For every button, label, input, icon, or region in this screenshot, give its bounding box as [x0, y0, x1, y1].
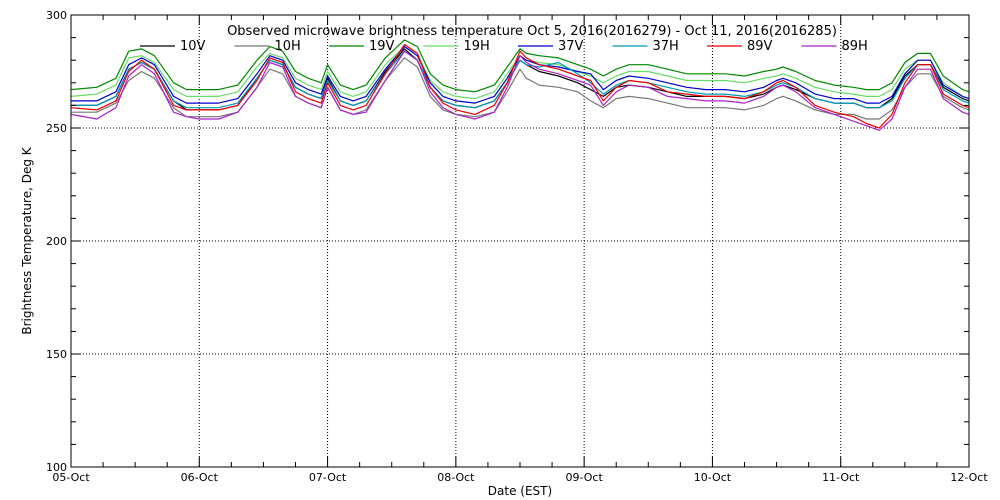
series-line-37v: [71, 45, 970, 104]
legend-label-37v: 37V: [558, 39, 584, 54]
series-line-19v: [70, 39, 970, 93]
series-line-10v: [71, 48, 970, 111]
series-lines: [70, 39, 970, 131]
plot-frame: [70, 14, 970, 468]
legend-label-10v: 10V: [180, 39, 206, 54]
series-line-19h: [70, 45, 970, 100]
x-tick-label: 12-Oct: [950, 471, 988, 484]
x-tick-label: 10-Oct: [694, 471, 732, 484]
chart-title: Observed microwave brightness temperatur…: [227, 24, 837, 39]
y-tick-label: 200: [46, 235, 67, 248]
legend-label-19v: 19V: [369, 39, 395, 54]
legend-label-10h: 10H: [275, 39, 301, 54]
x-tick-label: 07-Oct: [309, 471, 347, 484]
x-tick-label: 06-Oct: [181, 471, 219, 484]
x-tick-label: 05-Oct: [52, 471, 90, 484]
y-tick-label: 250: [46, 122, 67, 135]
legend-label-89v: 89V: [747, 39, 773, 54]
legend-label-37h: 37H: [653, 39, 679, 54]
series-line-89h: [70, 50, 970, 131]
series-line-37h: [71, 50, 970, 109]
x-tick-label: 08-Oct: [437, 471, 475, 484]
y-tick-label: 300: [46, 9, 67, 22]
legend: 10V 10H 19V 19H 37V 37H 89V 89H: [140, 39, 868, 54]
y-tick-label: 100: [46, 461, 67, 474]
x-tick-label: 11-Oct: [822, 471, 860, 484]
x-tick-label: 09-Oct: [565, 471, 603, 484]
tick-labels: 100 150 200 250 300 05-Oct 06-Oct 07-Oct 08-Oct 0…: [46, 9, 988, 484]
legend-label-19h: 19H: [464, 39, 490, 54]
grid-lines: [71, 15, 969, 467]
legend-label-89h: 89H: [842, 39, 868, 54]
axis-ticks: [70, 14, 970, 468]
x-axis-title: Date (EST): [488, 484, 552, 498]
y-tick-label: 150: [46, 348, 67, 361]
y-axis-title: Brightness Temperature, Deg K: [20, 146, 34, 334]
series-line-89v: [70, 43, 970, 129]
